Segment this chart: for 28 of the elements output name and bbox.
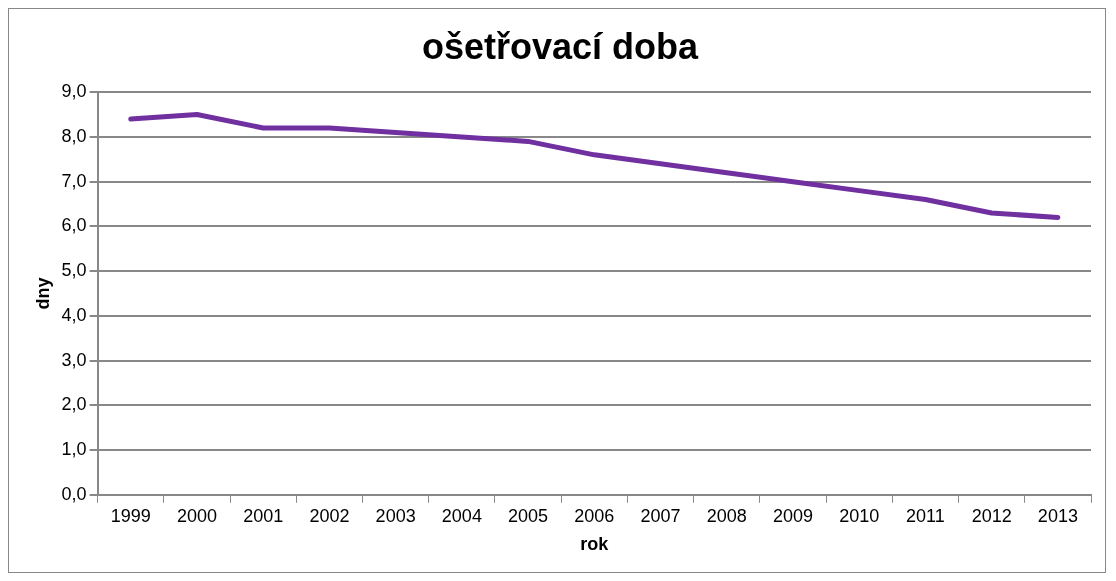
x-tick-label: 2002 <box>309 505 350 526</box>
x-tick-label: 2004 <box>441 505 482 526</box>
y-tick-label: 6,0 <box>61 215 87 236</box>
x-tick-label: 2000 <box>176 505 217 526</box>
x-tick-label: 2013 <box>1037 505 1078 526</box>
x-tick-label: 2006 <box>574 505 615 526</box>
x-tick-label: 2001 <box>243 505 284 526</box>
y-tick-label: 2,0 <box>61 394 87 415</box>
x-tick-label: 2005 <box>508 505 549 526</box>
y-tick-label: 1,0 <box>61 439 87 460</box>
y-tick-label: 5,0 <box>61 260 87 281</box>
y-axis-title: dny <box>32 277 53 310</box>
x-tick-label: 2003 <box>375 505 416 526</box>
x-tick-label: 2011 <box>906 505 945 526</box>
chart-title: ošetřovací doba <box>421 25 700 67</box>
y-tick-label: 8,0 <box>61 125 87 146</box>
y-tick-label: 0,0 <box>61 483 87 504</box>
y-tick-label: 7,0 <box>61 170 87 191</box>
x-tick-label: 2012 <box>971 505 1012 526</box>
x-tick-label: 2008 <box>706 505 747 526</box>
y-tick-label: 3,0 <box>61 349 87 370</box>
x-tick-label: 2007 <box>640 505 681 526</box>
y-tick-label: 9,0 <box>61 81 87 102</box>
y-tick-label: 4,0 <box>61 304 87 325</box>
x-tick-label: 1999 <box>110 505 151 526</box>
x-tick-label: 2009 <box>772 505 814 526</box>
x-axis-title: rok <box>580 534 610 555</box>
x-tick-label: 2010 <box>839 505 880 526</box>
